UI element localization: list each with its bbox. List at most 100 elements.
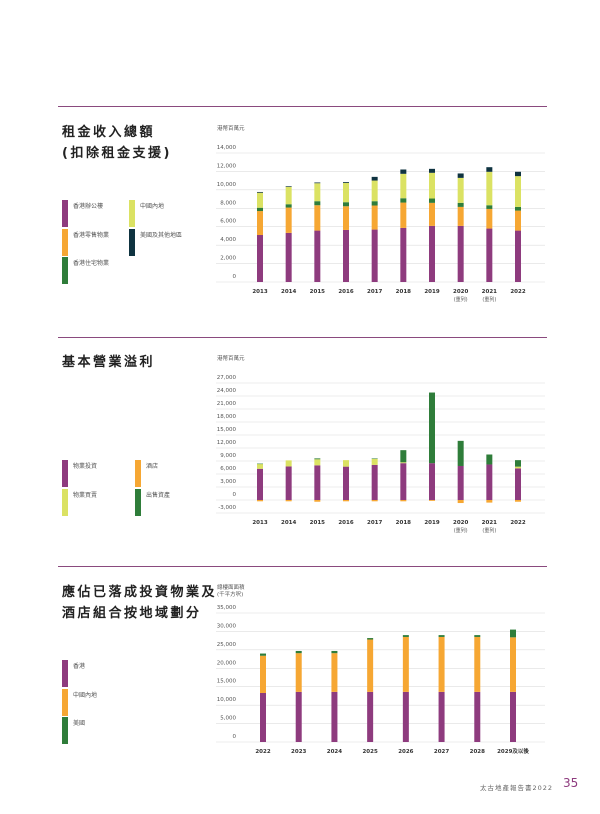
x-tick-label: 2029及以後 — [497, 747, 529, 755]
legend-label: 香港辦公樓 — [73, 203, 104, 210]
x-tick-label: 2015 — [310, 520, 325, 526]
x-tick-label: 2028 — [470, 749, 485, 755]
x-tick-note: (重列) — [454, 296, 468, 303]
bar-segment — [331, 653, 338, 692]
unit-line: (千平方呎) — [217, 592, 244, 598]
bar-segment — [343, 466, 349, 500]
bar-segment — [295, 653, 302, 692]
bar-segment — [402, 636, 409, 692]
bar-segment — [257, 500, 263, 502]
y-tick-label: 8,000 — [220, 200, 236, 206]
bar-segment — [429, 225, 435, 282]
bar-segment — [367, 639, 374, 692]
y-tick-label: 27,000 — [217, 375, 237, 381]
legend-swatch — [62, 660, 68, 687]
y-tick-label: 30,000 — [217, 623, 237, 629]
bar-segment — [400, 500, 407, 502]
bar-segment — [285, 207, 292, 233]
bar-segment — [515, 468, 521, 500]
x-tick-label: 2017 — [367, 520, 382, 526]
bar-segment — [295, 691, 302, 742]
y-tick-label: 10,000 — [217, 182, 237, 188]
title-line: (扣除租金支援) — [62, 146, 172, 161]
bar-segment — [486, 500, 493, 503]
bar-segment — [457, 173, 464, 178]
bar-segment — [331, 650, 338, 654]
bar-segment — [400, 450, 407, 463]
legend-swatch — [62, 460, 68, 487]
unit-line: 總樓面面積 — [217, 585, 245, 591]
y-tick-label: -3,000 — [218, 505, 236, 511]
bar-segment — [285, 500, 292, 502]
x-tick-label: 2023 — [291, 749, 306, 755]
y-tick-label: 5,000 — [220, 716, 236, 722]
bar-segment — [260, 655, 266, 693]
legend-item: 香港 — [62, 660, 132, 688]
x-tick-note: (重列) — [482, 527, 496, 534]
bar-segment — [402, 691, 409, 742]
legend-item: 中國內地 — [129, 200, 199, 228]
x-tick-label: 2018 — [396, 289, 411, 295]
bar-segment — [515, 210, 521, 231]
legend-label: 物業投資 — [73, 463, 98, 470]
unit-label: 港幣百萬元 — [217, 126, 245, 133]
legend-item: 酒店 — [135, 460, 205, 488]
legend-label: 香港零售物業 — [73, 232, 110, 239]
bar-segment — [371, 180, 378, 202]
legend-swatch — [135, 460, 141, 487]
y-tick-label: 15,000 — [217, 679, 237, 685]
x-tick-label: 2019 — [424, 520, 439, 526]
bar-segment — [314, 201, 321, 206]
bar-segment — [400, 198, 407, 203]
bar-segment — [371, 229, 378, 282]
bar-segment — [457, 202, 464, 207]
x-tick-label: 2027 — [434, 749, 449, 755]
y-tick-label: 2,000 — [220, 256, 236, 262]
footer-report-title: 太古地產報告書2022 — [480, 784, 554, 792]
legend-item: 物業買賣 — [62, 489, 132, 517]
x-tick-label: 2020 — [453, 289, 468, 295]
bar-segment — [438, 691, 445, 742]
y-tick-label: 6,000 — [220, 466, 236, 472]
legend-item: 物業投資 — [62, 460, 132, 488]
bar-segment — [515, 171, 521, 177]
x-tick-label: 2026 — [398, 749, 413, 755]
bar-segment — [371, 458, 378, 459]
bar-segment — [400, 173, 407, 199]
section-divider — [58, 337, 547, 338]
bar-segment — [285, 460, 292, 467]
bar-segment — [429, 392, 435, 464]
legend-item: 香港住宅物業 — [62, 257, 132, 285]
x-tick-label: 2025 — [362, 749, 377, 755]
legend-swatch — [135, 489, 141, 516]
legend-swatch — [129, 200, 135, 227]
y-tick-label: 3,000 — [220, 479, 236, 485]
y-tick-label: 25,000 — [217, 642, 237, 648]
bar-segment — [371, 464, 378, 500]
bar-segment — [314, 230, 321, 282]
bar-segment — [285, 186, 292, 205]
y-tick-label: 9,000 — [220, 453, 236, 459]
unit-label: 港幣百萬元 — [217, 356, 245, 363]
bar-segment — [486, 464, 493, 500]
bar-segment — [343, 206, 349, 230]
bar-segment — [400, 202, 407, 228]
bar-segment — [314, 182, 321, 184]
legend-label: 中國內地 — [140, 203, 165, 210]
bar-segment — [371, 500, 378, 502]
y-tick-label: 24,000 — [217, 388, 237, 394]
bar-segment — [438, 635, 445, 637]
x-tick-label: 2021 — [482, 520, 497, 526]
title-line: 租金收入總額 — [62, 125, 156, 140]
bar-segment — [314, 500, 321, 502]
bar-segment — [510, 691, 516, 742]
legend-label: 中國內地 — [73, 692, 98, 699]
bar-segment — [486, 228, 493, 282]
bar-segment — [486, 208, 493, 229]
bar-segment — [474, 691, 481, 742]
legend-item: 美國及其他地區 — [129, 229, 199, 257]
y-tick-label: 12,000 — [217, 440, 237, 446]
bar-segment — [314, 205, 321, 231]
legend-swatch — [62, 489, 68, 516]
